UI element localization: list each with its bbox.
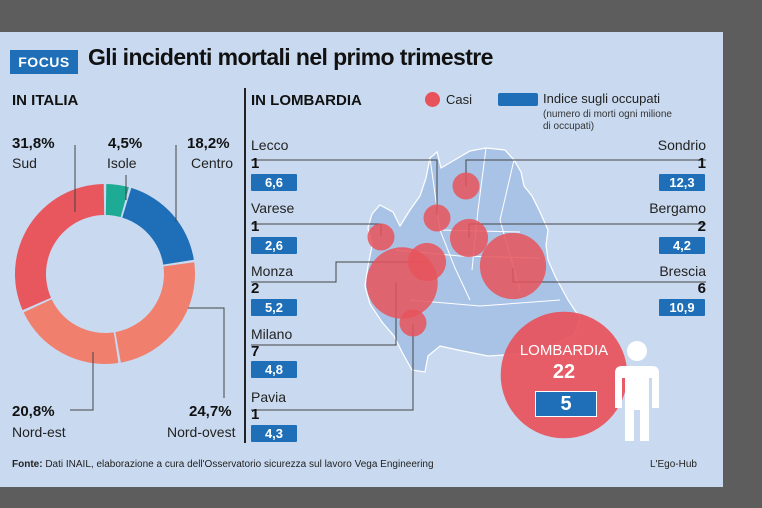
province-sondrio-name: Sondrio xyxy=(657,137,706,153)
province-sondrio-cases: 1 xyxy=(697,155,706,172)
slice-nordovest-value: 24,7% xyxy=(189,403,232,420)
page-title: Gli incidenti mortali nel primo trimestr… xyxy=(88,44,493,70)
province-lecco-name: Lecco xyxy=(251,137,289,153)
section-divider xyxy=(244,88,246,443)
donut-slice-nordovest xyxy=(115,262,195,363)
slice-nordovest-label: Nord-ovest xyxy=(167,424,236,440)
province-varese-name: Varese xyxy=(251,200,295,216)
province-pavia-cases: 1 xyxy=(251,406,260,423)
province-monza-name: Monza xyxy=(251,263,294,279)
donut-slice-nordest xyxy=(23,299,119,364)
slice-sud-value: 31,8% xyxy=(12,135,55,152)
index-legend-label: Indice sugli occupati xyxy=(543,91,661,106)
index-legend-swatch xyxy=(498,93,538,106)
italia-heading: IN ITALIA xyxy=(12,92,79,109)
bubble-bergamo xyxy=(449,218,489,258)
total-cases: 22 xyxy=(552,361,576,383)
bubble-monza xyxy=(407,242,447,282)
cases-legend-dot xyxy=(425,92,440,107)
bubble-pavia xyxy=(399,309,427,337)
province-varese-index: 2,6 xyxy=(251,237,297,254)
source-note: Fonte: Dati INAIL, elaborazione a cura d… xyxy=(12,459,434,470)
province-bergamo-index: 4,2 xyxy=(659,237,705,254)
province-brescia-index: 10,9 xyxy=(659,299,705,316)
province-brescia-name: Brescia xyxy=(659,263,706,279)
province-sondrio-index: 12,3 xyxy=(659,174,705,191)
province-pavia-index: 4,3 xyxy=(251,425,297,442)
province-lecco-cases: 1 xyxy=(251,155,260,172)
province-bergamo-cases: 2 xyxy=(697,218,706,235)
province-milano-cases: 7 xyxy=(251,343,260,360)
donut-slice-sud xyxy=(14,184,105,311)
cases-legend-label: Casi xyxy=(446,92,473,107)
slice-isole-value: 4,5% xyxy=(108,135,143,152)
province-monza-index: 5,2 xyxy=(251,299,297,316)
slice-centro-label: Centro xyxy=(191,155,234,171)
credit-label: L'Ego-Hub xyxy=(650,459,697,470)
donut-slice-centro xyxy=(122,187,194,265)
province-milano-name: Milano xyxy=(251,326,293,342)
total-index: 5 xyxy=(535,391,597,417)
slice-sud-label: Sud xyxy=(12,155,37,171)
province-varese-cases: 1 xyxy=(251,218,260,235)
donut-slice-isole xyxy=(105,184,129,218)
province-lecco-index: 6,6 xyxy=(251,174,297,191)
source-label: Fonte: xyxy=(12,459,43,470)
province-pavia-name: Pavia xyxy=(251,389,287,405)
province-bergamo-name: Bergamo xyxy=(649,200,706,216)
slice-isole-label: Isole xyxy=(107,155,137,171)
index-legend-sub-2: di occupati) xyxy=(543,121,595,132)
person-icon xyxy=(615,341,659,441)
province-brescia-cases: 6 xyxy=(697,280,706,297)
slice-nordest-label: Nord-est xyxy=(12,424,66,440)
total-label: LOMBARDIA xyxy=(519,342,609,359)
italia-donut xyxy=(14,184,195,364)
index-legend-sub-1: (numero di morti ogni milione xyxy=(543,109,672,120)
source-text: Dati INAIL, elaborazione a cura dell'Oss… xyxy=(42,459,434,470)
lombardia-heading: IN LOMBARDIA xyxy=(251,92,362,109)
province-monza-cases: 2 xyxy=(251,280,260,297)
bubble-sondrio xyxy=(452,172,480,200)
slice-nordest-value: 20,8% xyxy=(12,403,55,420)
province-milano-index: 4,8 xyxy=(251,361,297,378)
bubble-varese xyxy=(367,223,395,251)
bubble-brescia xyxy=(479,232,547,300)
focus-tag: FOCUS xyxy=(10,50,78,74)
bubble-lecco xyxy=(423,204,451,232)
slice-centro-value: 18,2% xyxy=(187,135,230,152)
